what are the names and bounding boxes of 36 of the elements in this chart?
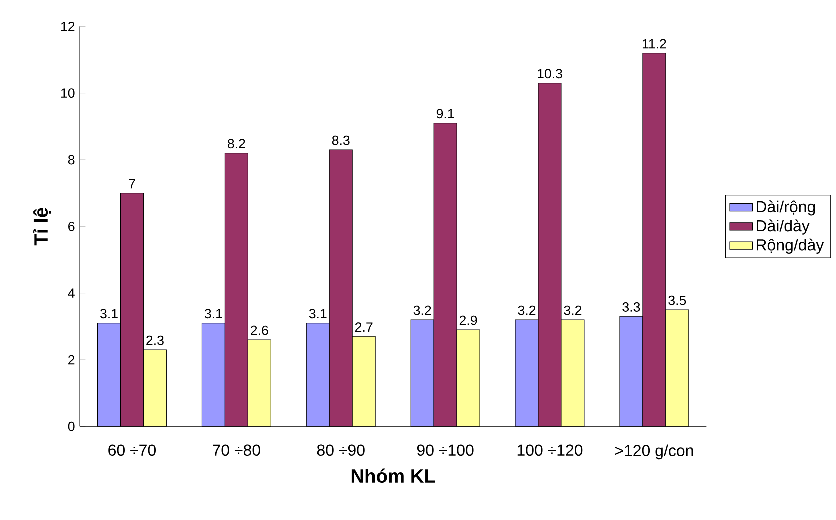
data-label: 3.2 <box>414 306 432 316</box>
data-label: 9.1 <box>436 109 454 119</box>
y-axis-title: Tỉ lệ <box>34 208 52 246</box>
y-tick-label: 6 <box>68 222 75 232</box>
data-label: 3.1 <box>100 309 118 319</box>
data-label: 10.3 <box>538 69 562 79</box>
data-label: 3.5 <box>668 296 686 306</box>
y-tick-label: 8 <box>68 155 75 165</box>
x-tick-label: 80 ÷90 <box>317 444 365 456</box>
x-tick-label: 60 ÷70 <box>108 444 156 456</box>
data-label: 3.1 <box>204 309 222 319</box>
x-tick-label: 90 ÷100 <box>417 444 474 456</box>
x-axis-title: Nhóm KL <box>352 468 436 484</box>
data-label: 7 <box>129 179 136 189</box>
data-label: 11.2 <box>642 39 666 49</box>
data-label: 2.3 <box>146 336 164 346</box>
y-tick-label: 4 <box>68 288 75 298</box>
data-label: 3.2 <box>564 306 582 316</box>
data-label: 3.1 <box>309 309 327 319</box>
y-tick-label: 12 <box>61 22 75 32</box>
data-label: 8.2 <box>228 139 246 149</box>
legend-label: Rộng/dày <box>757 238 824 254</box>
legend-label: Dài/rộng <box>757 200 816 216</box>
data-label: 2.9 <box>460 316 478 326</box>
x-tick-label: >120 g/con <box>615 444 694 460</box>
data-label: 3.3 <box>622 302 640 312</box>
data-label: 2.7 <box>355 322 373 332</box>
legend-label: Dài/dày <box>757 220 810 235</box>
data-label: 2.6 <box>251 326 268 336</box>
y-tick-label: 0 <box>68 422 75 432</box>
x-tick-label: 100 ÷120 <box>518 444 583 456</box>
data-label: 3.2 <box>518 306 536 316</box>
data-label: 8.3 <box>332 136 350 146</box>
x-tick-label: 70 ÷80 <box>213 444 260 456</box>
y-tick-label: 10 <box>61 88 75 98</box>
y-tick-label: 2 <box>68 355 75 365</box>
